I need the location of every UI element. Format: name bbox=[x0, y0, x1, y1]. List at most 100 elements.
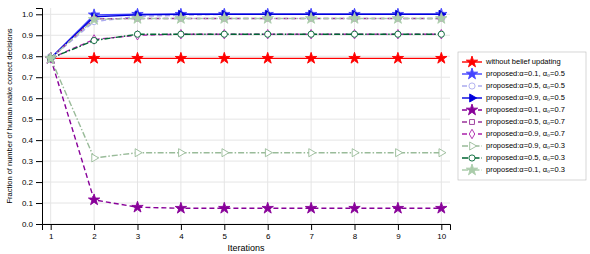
legend-marker bbox=[466, 56, 477, 67]
series-line bbox=[51, 18, 442, 58]
point bbox=[392, 52, 403, 63]
tick: 0.4 bbox=[22, 136, 42, 145]
series bbox=[45, 52, 447, 63]
tick-mark bbox=[224, 224, 225, 230]
tick-mark bbox=[355, 224, 356, 230]
point bbox=[305, 52, 316, 63]
point bbox=[132, 52, 143, 63]
tick-label: 5 bbox=[223, 232, 228, 241]
legend-label: proposed:α=0.5, α₀=0.3 bbox=[486, 153, 565, 162]
point bbox=[178, 31, 184, 37]
point bbox=[175, 52, 186, 63]
grid-line bbox=[42, 161, 450, 162]
legend-item: without belief updating bbox=[462, 56, 561, 67]
tick: 7 bbox=[309, 224, 314, 241]
legend-item: proposed:α=0.9, α₀=0.7 bbox=[462, 129, 565, 139]
tick: 0.5 bbox=[22, 115, 42, 124]
series-line bbox=[51, 14, 442, 58]
tick-mark bbox=[36, 14, 42, 15]
point bbox=[265, 29, 270, 38]
series-line bbox=[51, 58, 442, 208]
grid-line bbox=[42, 98, 450, 99]
grid-line bbox=[42, 203, 450, 204]
point bbox=[439, 149, 446, 157]
point bbox=[134, 31, 140, 37]
legend-marker bbox=[466, 68, 477, 79]
point bbox=[88, 52, 99, 63]
grid-line bbox=[42, 119, 450, 120]
legend-item: proposed:α=0.1, α₀=0.7 bbox=[462, 104, 565, 115]
point bbox=[92, 154, 99, 162]
grid-line bbox=[50, 8, 51, 224]
point bbox=[132, 201, 143, 212]
tick-label: 1.0 bbox=[22, 10, 34, 19]
legend-marker bbox=[470, 120, 475, 125]
tick-label: 0.1 bbox=[22, 199, 34, 208]
series bbox=[45, 13, 447, 64]
point bbox=[222, 29, 227, 38]
point bbox=[175, 13, 186, 24]
tick: 9 bbox=[396, 224, 401, 241]
grid-line bbox=[311, 8, 312, 224]
tick: 0.2 bbox=[22, 178, 42, 187]
point bbox=[352, 149, 359, 157]
series bbox=[45, 8, 447, 63]
legend-label: proposed:α=0.5, α₀=0.7 bbox=[486, 117, 565, 126]
legend-label: proposed:α=0.1, α₀=0.5 bbox=[486, 69, 565, 78]
tick-mark bbox=[36, 161, 42, 162]
point bbox=[265, 31, 271, 37]
tick: 10 bbox=[437, 224, 446, 241]
tick-label: 0.9 bbox=[22, 31, 34, 40]
tick: 0.3 bbox=[22, 157, 42, 166]
legend-item: proposed:α=0.5, α₀=0.7 bbox=[462, 117, 565, 126]
tick-label: 0.4 bbox=[22, 136, 34, 145]
legend-item: proposed:α=0.9, α₀=0.5 bbox=[462, 93, 565, 102]
grid-line bbox=[441, 8, 442, 224]
plot: 123456789100.00.10.20.30.40.50.60.70.80.… bbox=[22, 8, 451, 241]
grid-line bbox=[224, 8, 225, 224]
y-axis: 0.00.10.20.30.40.50.60.70.80.91.0 bbox=[22, 9, 43, 230]
tick-label: 0.0 bbox=[22, 220, 34, 229]
tick-mark bbox=[268, 224, 269, 230]
x-axis-title: Iterations bbox=[227, 243, 265, 253]
tick-label: 10 bbox=[437, 232, 446, 241]
point bbox=[262, 52, 273, 63]
tick: 0.8 bbox=[22, 52, 42, 61]
legend: without belief updating proposed:α=0.1, α… bbox=[458, 52, 586, 180]
point bbox=[135, 149, 142, 157]
grid-line bbox=[180, 8, 181, 224]
tick-label: 1 bbox=[49, 232, 54, 241]
point bbox=[219, 13, 230, 24]
legend-item: proposed:α=0.1, α₀=0.3 bbox=[462, 164, 565, 175]
tick-label: 9 bbox=[396, 232, 401, 241]
tick-mark bbox=[36, 77, 42, 78]
tick-mark bbox=[398, 224, 399, 230]
point bbox=[179, 149, 186, 157]
legend-label: proposed:α=0.9, α₀=0.7 bbox=[486, 129, 565, 138]
marks bbox=[45, 8, 447, 213]
point bbox=[91, 35, 96, 44]
tick-mark bbox=[181, 224, 182, 230]
series bbox=[48, 31, 445, 61]
tick-mark bbox=[36, 56, 42, 57]
tick: 3 bbox=[136, 224, 141, 241]
tick-mark bbox=[36, 182, 42, 183]
tick-mark bbox=[36, 224, 42, 225]
point bbox=[396, 149, 403, 157]
tick-mark bbox=[94, 224, 95, 230]
legend-marker bbox=[470, 94, 477, 102]
grid-line bbox=[397, 8, 398, 224]
legend-marker bbox=[469, 129, 474, 138]
point bbox=[221, 31, 227, 37]
tick-label: 0.7 bbox=[22, 73, 34, 82]
grid-line bbox=[267, 8, 268, 224]
tick: 0.7 bbox=[22, 73, 42, 82]
tick-mark bbox=[36, 203, 42, 204]
point bbox=[308, 31, 314, 37]
legend-marker bbox=[470, 142, 477, 150]
y-axis-title: Fraction of number of human make correct… bbox=[5, 28, 14, 203]
grid-line bbox=[42, 140, 450, 141]
series-line bbox=[51, 58, 442, 158]
tick: 0.0 bbox=[22, 220, 42, 229]
tick-mark bbox=[441, 224, 442, 230]
